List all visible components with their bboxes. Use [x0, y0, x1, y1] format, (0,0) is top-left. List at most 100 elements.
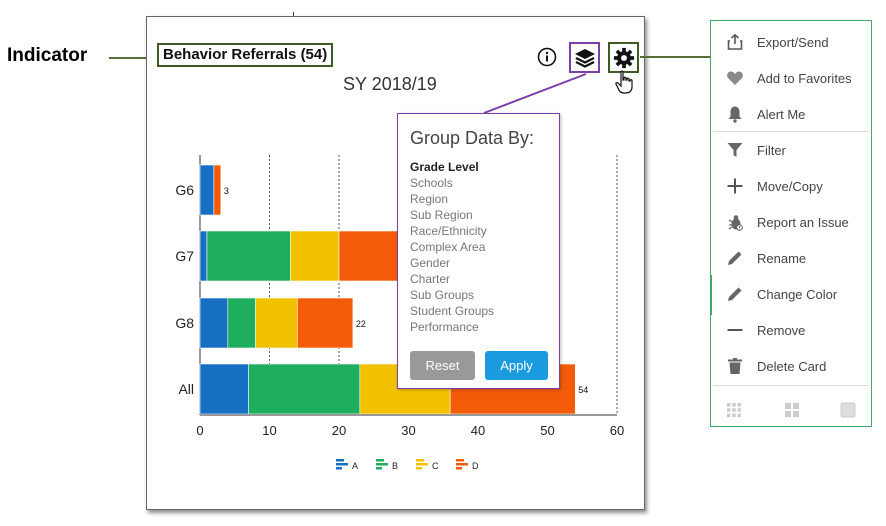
group-option[interactable]: Grade Level — [410, 160, 479, 174]
settings-button[interactable] — [608, 42, 639, 73]
bar-segment-d — [213, 164, 222, 216]
reset-button[interactable]: Reset — [410, 351, 475, 380]
bar-segment-d — [297, 297, 354, 349]
legend-swatch — [456, 459, 464, 462]
menu-item-export-send[interactable]: Export/Send — [711, 25, 871, 59]
menu-item-delete-card[interactable]: Delete Card — [711, 349, 871, 383]
legend-swatch — [456, 467, 462, 470]
group-option[interactable]: Sub Region — [410, 208, 473, 222]
group-option[interactable]: Gender — [410, 256, 451, 270]
menu-item-rename[interactable]: Rename — [711, 241, 871, 275]
group-option[interactable]: Student Groups — [410, 304, 495, 318]
menu-item-label: Report an Issue — [757, 214, 849, 230]
bar-segment-a — [199, 164, 215, 216]
bar-segment-b — [206, 230, 291, 282]
group-option[interactable]: Region — [410, 192, 449, 206]
x-tick-label: 10 — [262, 423, 276, 438]
apply-button[interactable]: Apply — [485, 351, 548, 380]
legend-label: C — [432, 461, 439, 471]
menu-item-move-copy[interactable]: Move/Copy — [711, 169, 871, 203]
large-grid-icon[interactable] — [783, 401, 801, 419]
legend-item[interactable]: C — [416, 459, 439, 471]
group-option[interactable]: Charter — [410, 272, 451, 286]
bar-segment-c — [255, 297, 298, 349]
menu-item-remove[interactable]: Remove — [711, 313, 871, 347]
settings-connector — [640, 56, 711, 58]
legend-item[interactable]: A — [336, 459, 358, 471]
menu-selection-accent — [710, 275, 712, 315]
menu-item-label: Move/Copy — [757, 178, 823, 194]
heart-icon — [725, 68, 745, 88]
group-option[interactable]: Complex Area — [410, 240, 486, 254]
total-label: 22 — [356, 319, 366, 329]
hand-cursor-icon — [614, 70, 636, 94]
x-tick-label: 20 — [332, 423, 346, 438]
menu-item-alert-me[interactable]: Alert Me — [711, 97, 871, 131]
menu-item-label: Rename — [757, 250, 807, 266]
legend-swatch — [336, 467, 342, 470]
y-tick-label: All — [178, 381, 194, 397]
minus-icon — [725, 320, 745, 340]
x-tick-label: 50 — [540, 423, 554, 438]
x-tick-label: 60 — [610, 423, 624, 438]
group-by-button[interactable] — [569, 42, 600, 73]
legend-label: B — [392, 461, 398, 471]
legend-swatch — [416, 463, 428, 466]
legend-swatch — [376, 459, 384, 462]
menu-divider — [713, 131, 869, 132]
menu-item-label: Export/Send — [757, 34, 829, 50]
chart-subtitle: SY 2018/19 — [343, 74, 437, 94]
x-tick-label: 40 — [471, 423, 485, 438]
layers-icon — [574, 48, 595, 68]
bar-chart: 0 10 20 30 40 50 60 G6 3 G7 G8 22 All 54 A B C D — [175, 155, 624, 471]
bar-segment-a — [199, 297, 229, 349]
pencil-icon — [725, 248, 745, 268]
trash-icon — [725, 356, 745, 376]
x-tick-label: 30 — [401, 423, 415, 438]
indicator-label: Indicator — [7, 45, 88, 66]
legend-label: A — [352, 461, 358, 471]
group-option[interactable]: Race/Ethnicity — [410, 224, 487, 238]
legend-swatch — [336, 463, 348, 466]
bar-segment-a — [199, 363, 249, 415]
group-option[interactable]: Performance — [410, 320, 479, 334]
bar-segment-a — [199, 230, 208, 282]
gear-icon — [613, 47, 634, 68]
group-option[interactable]: Schools — [410, 176, 453, 190]
menu-item-filter[interactable]: Filter — [711, 133, 871, 167]
y-tick-label: G6 — [175, 182, 194, 198]
plus-icon — [725, 176, 745, 196]
legend-item[interactable]: B — [376, 459, 398, 471]
popup-connector — [483, 73, 587, 114]
menu-item-label: Alert Me — [757, 106, 806, 122]
group-data-popup: Group Data By: Grade Level Schools Region S… — [397, 113, 560, 389]
legend-swatch — [336, 459, 344, 462]
small-grid-icon[interactable] — [725, 401, 743, 419]
menu-item-label: Add to Favorites — [757, 70, 852, 86]
legend-label: D — [472, 461, 479, 471]
menu-item-report-an-issue[interactable]: Report an Issue — [711, 205, 871, 239]
info-icon — [537, 47, 557, 67]
card-options-menu: Export/Send Add to Favorites Alert Me Filte… — [710, 20, 872, 427]
legend-swatch — [416, 459, 424, 462]
total-label: 54 — [578, 385, 588, 395]
menu-item-change-color[interactable]: Change Color — [711, 277, 871, 311]
legend-swatch — [416, 467, 422, 470]
bar-segment-b — [248, 363, 361, 415]
group-option[interactable]: Sub Groups — [410, 288, 475, 302]
y-tick-label: G8 — [175, 315, 194, 331]
menu-item-label: Filter — [757, 142, 786, 158]
bell-icon — [725, 104, 745, 124]
menu-item-add-to-favorites[interactable]: Add to Favorites — [711, 61, 871, 95]
legend-item[interactable]: D — [456, 459, 479, 471]
x-tick-label: 0 — [196, 423, 203, 438]
bug-icon — [725, 212, 745, 232]
single-tile-icon[interactable] — [839, 401, 857, 419]
card-title: Behavior Referrals (54) — [157, 43, 334, 67]
info-button[interactable] — [536, 46, 558, 68]
bar-segment-b — [227, 297, 256, 349]
group-popup-title: Group Data By: — [410, 128, 535, 148]
legend-swatch — [376, 463, 388, 466]
menu-divider — [713, 385, 869, 386]
bar-segment-c — [290, 230, 340, 282]
